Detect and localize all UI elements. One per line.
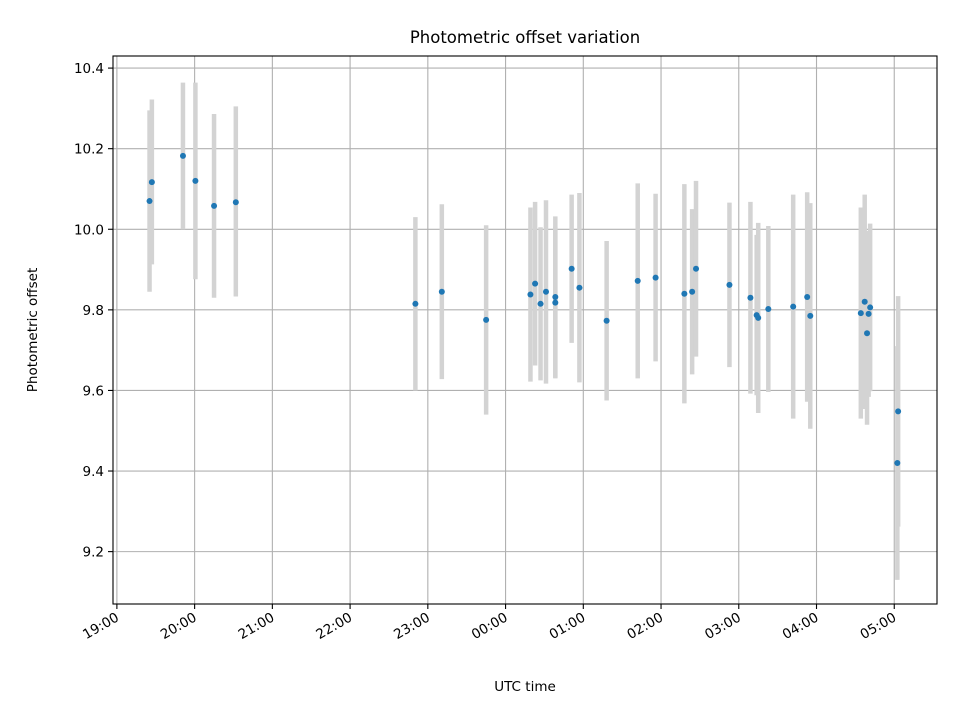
data-point: [867, 304, 874, 311]
y-tick-label: 9.2: [83, 545, 104, 561]
data-point: [192, 177, 199, 184]
data-point: [146, 198, 153, 205]
data-point: [552, 299, 559, 306]
data-point: [857, 310, 864, 317]
data-point: [652, 274, 659, 281]
plot-frame: [112, 55, 938, 605]
data-point: [681, 290, 688, 297]
data-point: [865, 310, 872, 317]
data-point: [211, 202, 218, 209]
data-point: [894, 459, 901, 466]
data-point: [747, 294, 754, 301]
data-point: [412, 300, 419, 307]
grid-lines: [113, 56, 937, 604]
data-point: [576, 284, 583, 291]
data-point: [568, 265, 575, 272]
y-tick-label: 9.6: [83, 383, 104, 399]
y-tick-label: 9.4: [83, 464, 104, 480]
data-point: [179, 152, 186, 159]
y-axis-label: Photometric offset: [25, 268, 41, 392]
data-point: [693, 265, 700, 272]
data-point: [483, 316, 490, 323]
data-points: [146, 152, 902, 466]
data-point: [527, 291, 534, 298]
data-point: [895, 408, 902, 415]
data-point: [537, 300, 544, 307]
data-point: [790, 303, 797, 310]
x-axis-label: UTC time: [494, 679, 556, 695]
y-tick-label: 9.8: [83, 303, 104, 319]
data-point: [532, 280, 539, 287]
y-tick-label: 10.4: [74, 61, 104, 77]
y-tick-label: 10.2: [74, 142, 104, 158]
chart-title: Photometric offset variation: [410, 28, 640, 47]
data-point: [861, 298, 868, 305]
data-point: [755, 314, 762, 321]
data-point: [148, 179, 155, 186]
data-point: [232, 199, 239, 206]
data-point: [689, 288, 696, 295]
data-point: [807, 312, 814, 319]
data-point: [726, 281, 733, 288]
y-tick-label: 10.0: [74, 222, 104, 238]
data-point: [765, 306, 772, 313]
data-point: [552, 293, 559, 300]
data-point: [804, 293, 811, 300]
data-point: [864, 330, 871, 337]
data-point: [603, 317, 610, 324]
data-point: [634, 277, 641, 284]
data-point: [438, 288, 445, 295]
data-point: [542, 288, 549, 295]
